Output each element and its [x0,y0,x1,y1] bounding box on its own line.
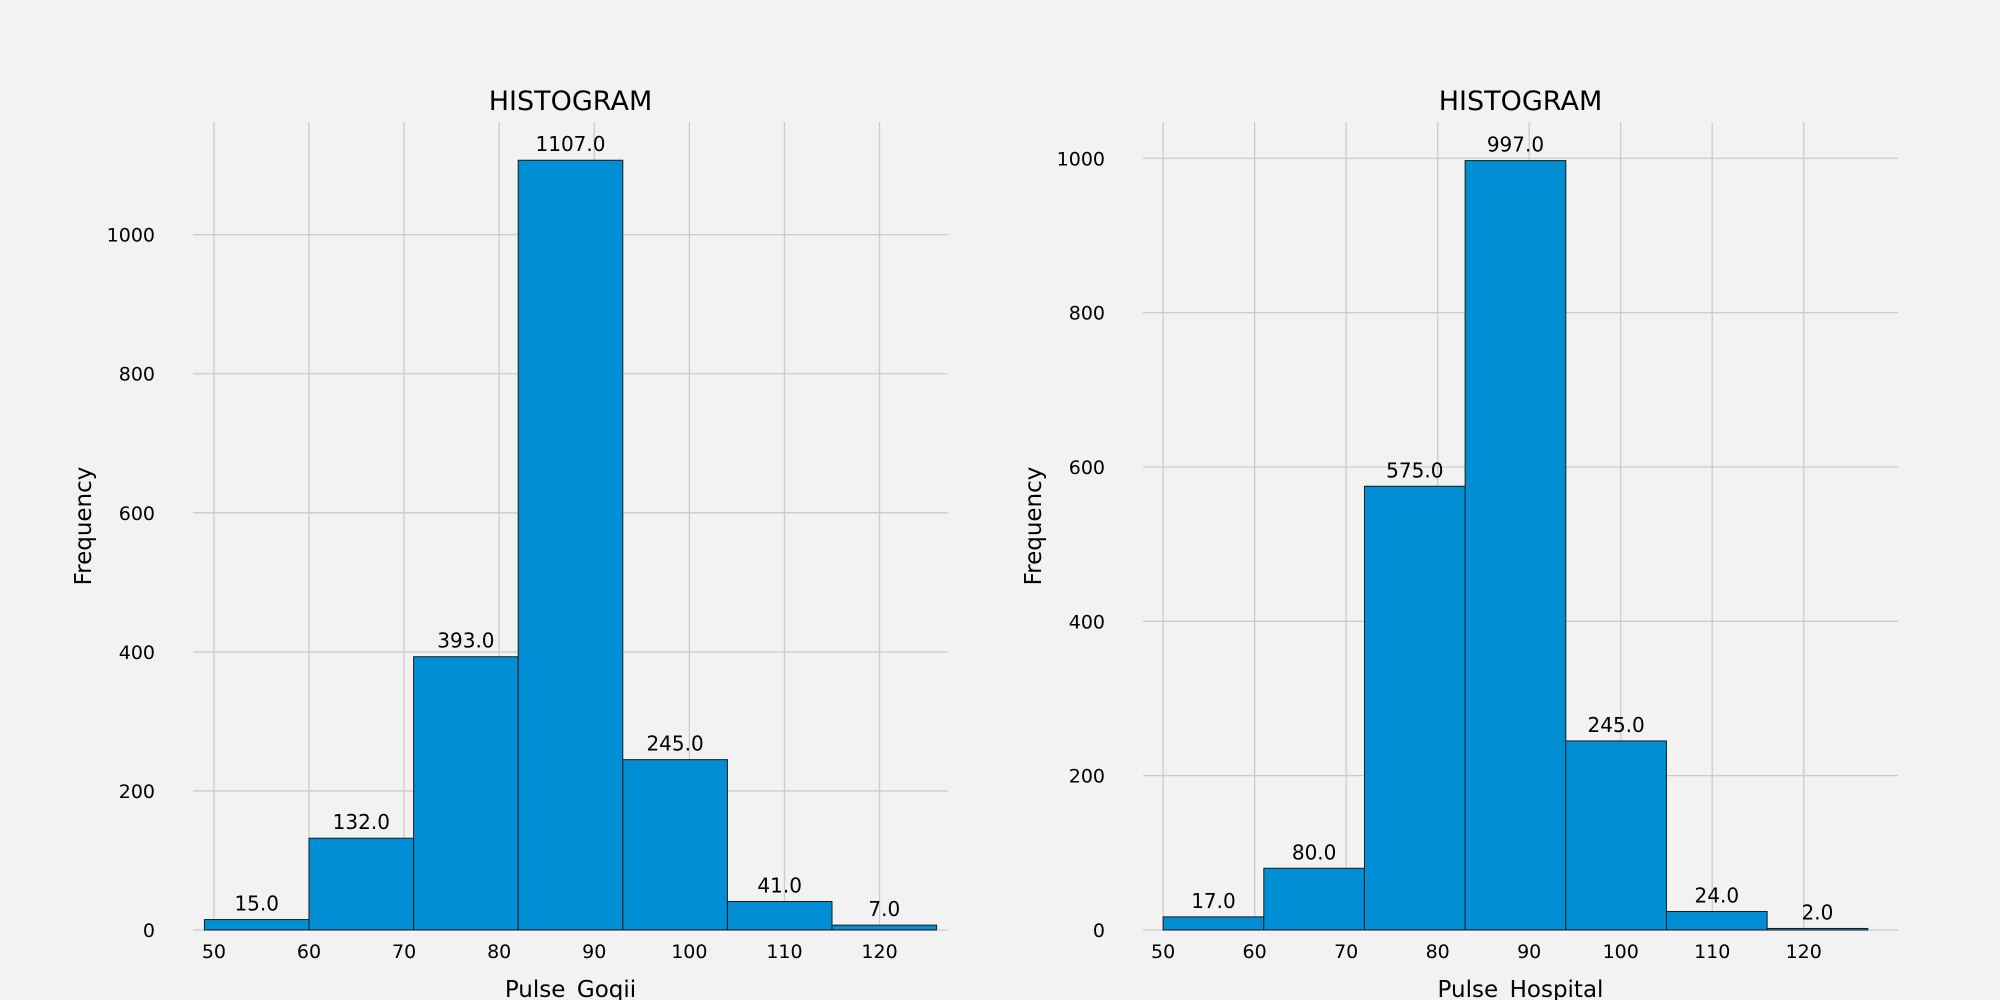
goqii-data-label-4: 245.0 [646,732,703,756]
hospital-x-tick-80: 80 [1426,941,1450,963]
goqii-data-label-6: 7.0 [868,897,900,921]
goqii-x-ticks: 50 60 70 80 90 100 110 120 [202,941,898,963]
goqii-y-tick-1000: 1000 [107,225,155,247]
hospital-x-tick-100: 100 [1603,941,1639,963]
goqii-x-tick-60: 60 [297,941,321,963]
goqii-y-tick-0: 0 [143,920,155,942]
goqii-bar-4 [622,759,728,931]
goqii-x-tick-50: 50 [202,941,226,963]
goqii-x-tick-80: 80 [487,941,511,963]
hospital-x-tick-70: 70 [1334,941,1358,963]
goqii-x-tick-100: 100 [671,941,707,963]
goqii-y-ticks: 0 200 400 600 800 1000 [107,225,155,942]
goqii-x-tick-110: 110 [766,941,802,963]
hospital-x-ticks: 50 60 70 80 90 100 110 120 [1151,941,1822,963]
goqii-bar-6 [831,924,938,931]
hospital-data-labels: 17.0 80.0 575.0 997.0 245.0 24.0 2.0 [1191,133,1833,925]
hospital-chart-title: HISTOGRAM [1439,86,1603,117]
hospital-data-label-1: 80.0 [1292,840,1337,864]
hospital-histogram-panel: 17.0 80.0 575.0 997.0 245.0 24.0 2.0 50 60 70 80 9… [1021,86,1898,1000]
hospital-bar-3 [1464,160,1567,931]
goqii-x-axis-label: Pulse_Goqii [505,977,636,1000]
hospital-data-label-6: 2.0 [1802,900,1834,924]
goqii-data-label-2: 393.0 [437,629,494,653]
hospital-x-tick-50: 50 [1151,941,1175,963]
goqii-y-tick-800: 800 [119,364,155,386]
hospital-data-label-3: 997.0 [1487,133,1544,157]
hospital-y-tick-1000: 1000 [1057,148,1105,170]
goqii-bar-1 [308,837,415,931]
goqii-x-tick-120: 120 [861,941,897,963]
goqii-data-label-5: 41.0 [757,873,802,897]
goqii-data-label-0: 15.0 [234,892,279,916]
hospital-y-tick-200: 200 [1069,766,1105,788]
hospital-bar-0 [1162,916,1265,931]
hospital-y-axis-label: Frequency [1021,467,1047,586]
goqii-y-axis-label: Frequency [71,467,97,586]
hospital-x-tick-120: 120 [1786,941,1822,963]
hospital-y-tick-600: 600 [1069,457,1105,479]
goqii-x-tick-90: 90 [582,941,606,963]
goqii-histogram-panel: 15.0 132.0 393.0 1107.0 245.0 41.0 7.0 50 60 70 8… [71,86,948,1000]
goqii-bar-3 [517,159,624,931]
hospital-bar-5 [1665,910,1768,931]
hospital-data-label-5: 24.0 [1695,883,1740,907]
goqii-bar-2 [413,656,519,931]
hospital-x-tick-60: 60 [1243,941,1267,963]
hospital-bar-2 [1363,485,1466,931]
hospital-data-label-0: 17.0 [1191,889,1236,913]
goqii-chart-title: HISTOGRAM [489,86,653,117]
hospital-y-tick-0: 0 [1093,920,1105,942]
hospital-y-tick-400: 400 [1069,611,1105,633]
goqii-bar-5 [726,900,833,931]
goqii-data-label-3: 1107.0 [536,132,606,156]
goqii-y-tick-600: 600 [119,503,155,525]
hospital-y-ticks: 0 200 400 600 800 1000 [1057,148,1105,942]
hospital-y-tick-800: 800 [1069,303,1105,325]
goqii-bars [203,159,938,931]
hospital-x-axis-label: Pulse_Hospital [1438,977,1604,1000]
hospital-data-label-2: 575.0 [1386,458,1443,482]
hospital-bar-4 [1565,740,1667,931]
hospital-bars [1162,160,1869,931]
hospital-x-tick-90: 90 [1517,941,1541,963]
goqii-data-label-1: 132.0 [333,810,390,834]
goqii-data-labels: 15.0 132.0 393.0 1107.0 245.0 41.0 7.0 [234,132,900,921]
goqii-bar-0 [203,919,310,931]
goqii-y-tick-400: 400 [119,642,155,664]
hospital-data-label-4: 245.0 [1588,713,1645,737]
hospital-x-tick-110: 110 [1694,941,1730,963]
hospital-bar-6 [1766,927,1869,931]
hospital-bar-1 [1263,867,1365,931]
goqii-x-tick-70: 70 [392,941,416,963]
goqii-y-tick-200: 200 [119,781,155,803]
